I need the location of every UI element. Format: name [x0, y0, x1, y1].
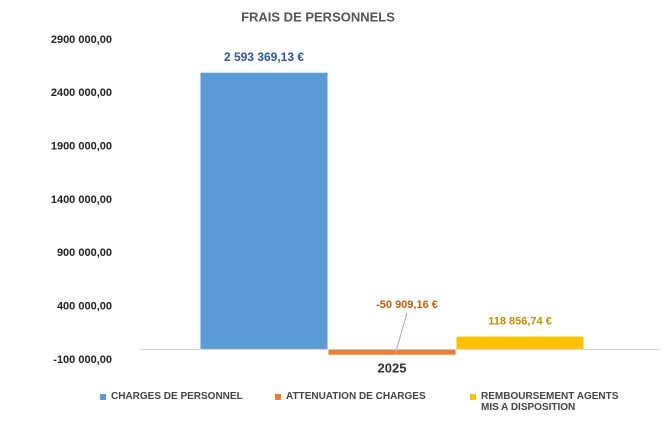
value-label: -50 909,16 € — [376, 299, 438, 311]
x-tick-label: 2025 — [378, 360, 407, 375]
legend-label: REMBOURSEMENT AGENTS MIS A DISPOSITION — [481, 391, 619, 413]
legend-entry: REMBOURSEMENT AGENTS MIS A DISPOSITION — [470, 391, 620, 413]
legend-entry: ATTENUATION DE CHARGES — [275, 391, 460, 402]
legend-swatch — [275, 394, 281, 400]
bar — [200, 72, 328, 350]
legend-entry: CHARGES DE PERSONNEL — [100, 391, 270, 402]
value-label: 118 856,74 € — [488, 316, 552, 328]
bar — [456, 336, 584, 350]
legend-label: CHARGES DE PERSONNEL — [111, 391, 243, 402]
y-tick-label: 2400 000,00 — [51, 87, 112, 99]
y-tick-label: 1400 000,00 — [51, 194, 112, 206]
y-tick-label: 2900 000,00 — [51, 34, 112, 46]
legend-swatch — [470, 394, 476, 400]
legend-swatch — [100, 394, 106, 400]
y-tick-label: -100 000,00 — [53, 354, 112, 366]
bar — [328, 349, 456, 355]
legend-label: ATTENUATION DE CHARGES — [286, 391, 426, 402]
y-tick-label: 1900 000,00 — [51, 141, 112, 153]
chart-title: FRAIS DE PERSONNELS — [241, 9, 395, 24]
y-tick-label: 400 000,00 — [57, 301, 112, 313]
y-tick-label: 900 000,00 — [57, 247, 112, 259]
leader-line — [394, 312, 408, 355]
value-label: 2 593 369,13 € — [224, 50, 304, 64]
